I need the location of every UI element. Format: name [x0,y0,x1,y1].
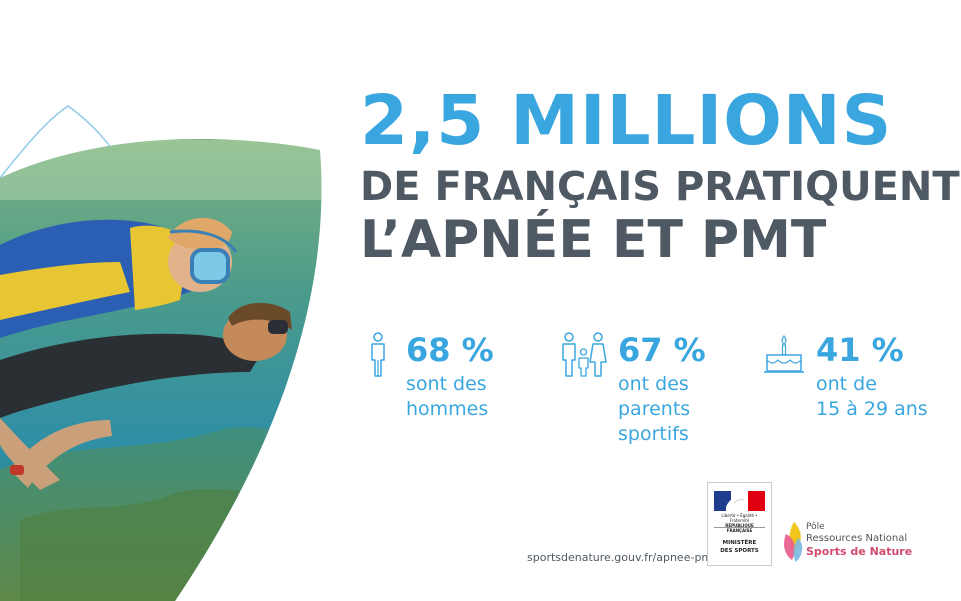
birthday-cake-icon [764,334,804,373]
pole-leaf-icon [784,522,803,562]
ministry-name: MINISTÈRE DES SPORTS [710,539,769,555]
pole-sports-nature-label: Sports de Nature [806,545,913,558]
ministry-name-line: DES SPORTS [720,548,759,554]
stat-description-line: sportifs [618,423,689,445]
stat-description-line: parents [618,398,691,420]
stat-description-line: sont des [406,373,487,395]
stat-age: 41 % ont de 15 à 29 ans [764,328,944,438]
stat-parents: 67 % ont des parents sportifs [560,328,730,448]
stat-description: ont des parents sportifs [618,372,690,447]
ministry-name-line: MINISTÈRE [722,540,757,546]
pole-ressources-label: Ressources National [806,533,908,544]
republic-text: Liberté • Égalité • Fraternité RÉPUBLIQU… [712,513,767,533]
stat-description-line: ont des [618,373,689,395]
stat-value: 41 % [816,331,904,369]
ministry-logo: Liberté • Égalité • Fraternité RÉPUBLIQU… [707,482,772,566]
man-icon [371,332,385,377]
stat-value: 67 % [618,331,706,369]
stat-description: sont des hommes [406,372,488,422]
footer-url[interactable]: sportsdenature.gouv.fr/apnee-pmt [527,551,717,564]
logo-divider [714,527,765,528]
stat-description: ont de 15 à 29 ans [816,372,928,422]
headline: 2,5 MILLIONS DE FRANÇAIS PRATIQUENT L’AP… [360,78,960,270]
republic-motto: Liberté • Égalité • Fraternité [721,513,758,523]
republic-name: RÉPUBLIQUE FRANÇAISE [725,523,754,533]
headline-line-3: L’APNÉE ET PMT [360,210,827,270]
family-icon [562,332,607,377]
stat-men: 68 % sont des hommes [368,328,518,438]
stat-description-line: 15 à 29 ans [816,398,928,420]
stat-description-line: ont de [816,373,877,395]
stat-value: 68 % [406,331,494,369]
marianne-flag-icon [714,491,765,511]
headline-line-2: DE FRANÇAIS PRATIQUENT [360,164,960,210]
snorkeling-photo [0,105,322,601]
pole-label: Pôle [806,522,825,532]
headline-number: 2,5 MILLIONS [360,81,893,161]
stat-description-line: hommes [406,398,489,420]
